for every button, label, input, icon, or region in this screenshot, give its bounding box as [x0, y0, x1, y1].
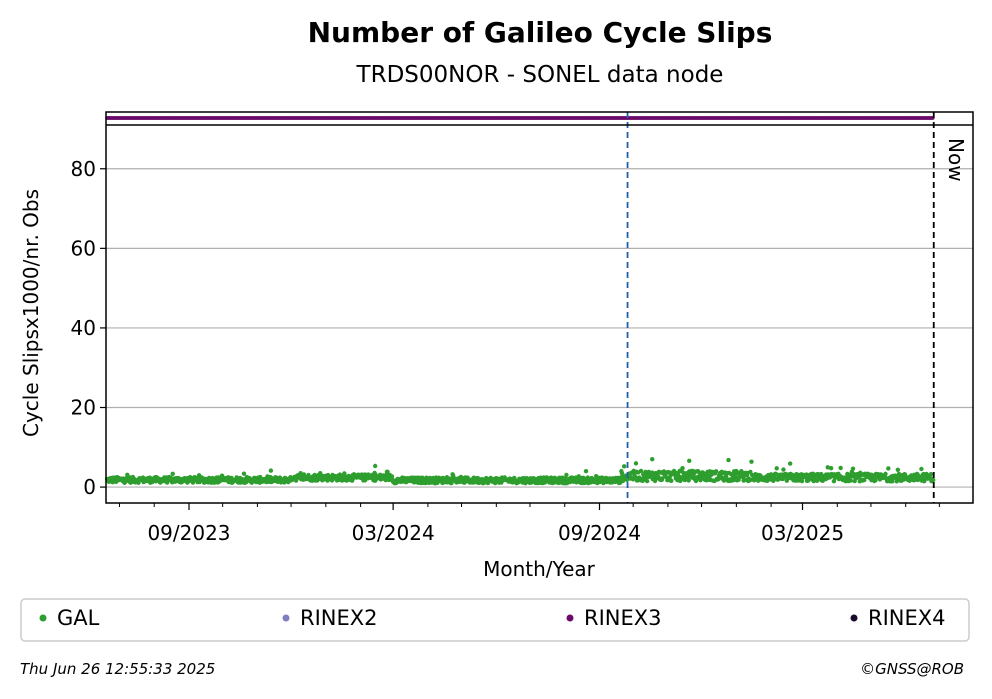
gal-point	[828, 465, 834, 471]
gal-point	[621, 464, 627, 469]
legend-label-rinex2: RINEX2	[300, 606, 378, 630]
gal-point	[919, 466, 924, 472]
gal-point	[170, 471, 175, 477]
legend-label-rinex4: RINEX4	[868, 606, 946, 630]
gal-point	[686, 478, 691, 483]
gal-point	[564, 472, 569, 478]
gal-point	[883, 471, 888, 477]
y-tick-label: 20	[71, 396, 96, 420]
gal-point	[749, 459, 754, 464]
gal-point	[862, 477, 867, 483]
gal-point	[638, 468, 644, 474]
legend-marker-rinex3	[566, 614, 574, 622]
gal-point	[136, 480, 141, 485]
gal-point	[644, 478, 650, 484]
gal-point	[633, 474, 638, 480]
gal-point	[890, 479, 895, 484]
gal-point	[258, 474, 263, 480]
legend-marker-rinex2	[282, 614, 290, 622]
gal-point	[389, 474, 395, 479]
gal-point	[633, 461, 639, 466]
gal-point	[848, 478, 853, 483]
y-axis-label: Cycle Slipsx1000/nr. Obs	[19, 189, 43, 437]
gal-point	[831, 479, 837, 484]
y-axis: 0 20 40 60 80	[71, 157, 106, 499]
gal-point	[680, 466, 685, 471]
y-tick-label: 0	[83, 475, 96, 499]
gal-point	[268, 468, 274, 473]
y-tick-label: 80	[71, 157, 96, 181]
gal-point	[781, 467, 786, 472]
gal-point	[825, 465, 830, 470]
gal-point-peak	[838, 465, 843, 471]
gal-point-peak	[650, 457, 655, 462]
gal-point	[669, 478, 674, 483]
y-tick-label: 60	[71, 236, 96, 260]
vline-layer	[626, 112, 935, 503]
plot-frame	[105, 111, 974, 504]
footer-credit: ©GNSS@ROB	[860, 660, 964, 678]
gal-point	[383, 477, 389, 483]
gal-points-layer	[104, 457, 936, 486]
now-label: Now	[944, 138, 968, 182]
gal-point	[930, 477, 936, 483]
gal-point	[895, 467, 901, 472]
gal-point	[886, 466, 891, 471]
x-tick-label: 09/2023	[147, 521, 230, 545]
gal-point	[713, 469, 719, 474]
legend-marker-gal	[39, 614, 47, 622]
gal-point	[873, 478, 878, 483]
gal-point	[773, 471, 779, 477]
gal-point	[315, 478, 320, 483]
gal-point	[774, 466, 779, 471]
chart-title: Number of Galileo Cycle Slips	[308, 16, 773, 49]
gal-point-peak	[372, 463, 378, 469]
gal-point	[928, 472, 934, 477]
legend-box	[20, 598, 970, 642]
legend-label-gal: GAL	[57, 606, 100, 630]
gal-point-peak	[583, 468, 589, 474]
x-tick-label: 03/2024	[352, 521, 435, 545]
gal-point-peak	[726, 457, 731, 463]
gal-point	[850, 466, 856, 471]
x-tick-label: 03/2025	[761, 521, 844, 545]
x-axis: 09/2023 03/2024 09/2024 03/2025	[118, 503, 940, 545]
gal-point-peak	[687, 458, 692, 464]
rinex-band-layer	[105, 116, 935, 120]
legend-label-rinex3: RINEX3	[584, 606, 662, 630]
gal-point	[799, 478, 805, 484]
x-tick-label: 09/2024	[558, 521, 641, 545]
gal-point	[814, 478, 820, 483]
gal-point-peak	[787, 461, 793, 466]
chart-subtitle: TRDS00NOR - SONEL data node	[356, 62, 724, 88]
legend: GAL RINEX2 RINEX3 RINEX4	[20, 598, 970, 642]
footer-timestamp: Thu Jun 26 12:55:33 2025	[20, 660, 215, 678]
grid-layer	[106, 168, 973, 488]
gal-point	[241, 471, 247, 476]
gal-point	[125, 472, 130, 478]
x-axis-label: Month/Year	[483, 557, 596, 581]
y-tick-label: 40	[71, 316, 96, 340]
legend-marker-rinex4	[850, 614, 858, 622]
